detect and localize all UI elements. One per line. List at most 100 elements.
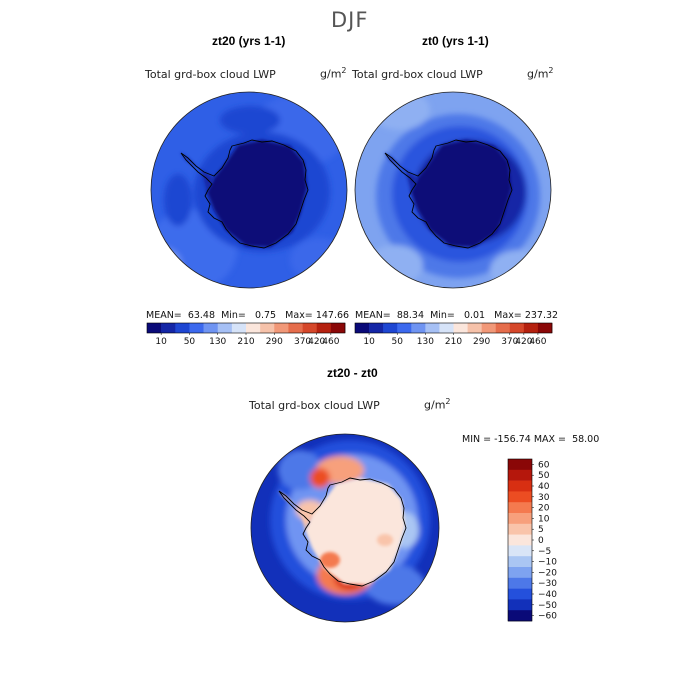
antarctica-fill-zt0 [411, 140, 511, 247]
colorbar-zt0-swatch-13 [537, 323, 553, 333]
colorbar-difference-tick-label-10: −20 [538, 568, 557, 578]
colorbar-difference-tick-label-9: −10 [538, 558, 557, 568]
colorbar-zt0-swatch-6 [439, 323, 454, 333]
colorbar-zt20-swatch-3 [189, 323, 204, 333]
colorbar-zt20-tick-label-7: 460 [322, 337, 339, 347]
colorbar-zt20-swatch-10 [288, 323, 303, 333]
colorbar-zt0-swatch-0 [355, 323, 370, 333]
panel-title-difference: zt20 - zt0 [327, 366, 378, 380]
map-zt0 [354, 91, 552, 289]
colorbar-difference-swatch-13 [508, 599, 532, 611]
peninsula-fill-zt0 [384, 152, 418, 192]
colorbar-zt20-swatch-4 [203, 323, 219, 333]
colorbar-zt20-swatch-9 [274, 323, 289, 333]
colorbar-difference-swatch-7 [508, 534, 532, 546]
map-zt20-border [150, 91, 348, 289]
colorbar-zt0-tick-label-2: 130 [417, 337, 434, 347]
colorbar-zt0-swatch-5 [425, 323, 440, 333]
colorbar-zt0-swatch-2 [383, 323, 398, 333]
colorbar-difference-tick-label-1: 50 [538, 471, 550, 481]
colorbar-zt20-swatch-7 [246, 323, 261, 333]
colorbar-difference-swatch-0 [508, 459, 532, 471]
colorbar-difference-swatch-2 [508, 480, 532, 492]
colorbar-zt20-swatch-13 [330, 323, 346, 333]
colorbar-difference-swatch-12 [508, 588, 532, 600]
colorbar-zt0-swatch-11 [509, 323, 525, 333]
antarctica-fill-zt20 [207, 140, 307, 247]
units-label-difference: g/m2 [424, 397, 451, 412]
variable-label-difference: Total grd-box cloud LWP [249, 399, 380, 412]
colorbar-zt0-swatch-12 [523, 323, 539, 333]
colorbar-difference-swatch-11 [508, 577, 532, 589]
colorbar-difference-swatch-3 [508, 491, 532, 503]
colorbar-difference-tick-label-0: 60 [538, 460, 550, 470]
colorbar-zt0-tick-label-3: 210 [445, 337, 462, 347]
colorbar-difference-tick-label-3: 30 [538, 493, 550, 503]
colorbar-zt20-tick-label-2: 130 [209, 337, 226, 347]
colorbar-zt0-tick-label-5: 370 [501, 337, 518, 347]
map-difference [250, 433, 440, 623]
colorbar-difference-swatch-4 [508, 502, 532, 514]
coastline-zt20 [180, 139, 309, 249]
map-zt20 [150, 91, 348, 289]
colorbar-difference-swatch-9 [508, 556, 532, 568]
colorbar-difference-tick-label-2: 40 [538, 482, 550, 492]
colorbar-zt20-tick-label-4: 290 [266, 337, 283, 347]
colorbar-difference-swatch-5 [508, 513, 532, 525]
units-label-zt20: g/m2 [320, 66, 347, 81]
colorbar-zt0-swatch-3 [397, 323, 412, 333]
colorbar-zt20-tick-label-6: 420 [308, 337, 325, 347]
variable-label-zt0: Total grd-box cloud LWP [352, 68, 483, 81]
colorbar-difference-tick-label-6: 5 [538, 525, 544, 535]
colorbar-zt0-swatch-9 [481, 323, 497, 333]
colorbar-difference-tick-label-14: −60 [538, 612, 557, 622]
coastline-difference [278, 477, 407, 587]
colorbar-zt0-swatch-1 [369, 323, 384, 333]
units-label-zt0: g/m2 [527, 66, 554, 81]
colorbar-zt20-tick-label-5: 370 [294, 337, 311, 347]
colorbar-zt0-swatch-8 [467, 323, 482, 333]
colorbar-zt20-tick-label-0: 10 [155, 337, 167, 347]
colorbar-difference-swatch-6 [508, 523, 532, 535]
colorbar-zt20-swatch-1 [161, 323, 176, 333]
colorbar-zt0-swatch-7 [453, 323, 468, 333]
colorbar-zt20-tick-label-3: 210 [237, 337, 254, 347]
colorbar-zt0-tick-label-0: 10 [363, 337, 375, 347]
peninsula-fill-zt20 [180, 152, 214, 192]
colorbar-difference-tick-label-7: 0 [538, 536, 544, 546]
peninsula-fill-difference [278, 490, 312, 530]
colorbar-zt20-swatch-8 [260, 323, 275, 333]
colorbar-difference-swatch-14 [508, 610, 532, 622]
colorbar-zt0-swatch-4 [411, 323, 426, 333]
map-zt0-border [354, 91, 552, 289]
colorbar-zt20-swatch-6 [231, 323, 247, 333]
variable-label-zt20: Total grd-box cloud LWP [145, 68, 276, 81]
colorbar-difference-tick-label-4: 20 [538, 504, 550, 514]
stats-zt20: MEAN= 63.48 Min= 0.75 Max= 147.66 [146, 310, 350, 321]
colorbar-zt0-tick-label-1: 50 [391, 337, 403, 347]
colorbar-difference-swatch-8 [508, 545, 532, 557]
colorbar-zt20-tick-label-1: 50 [184, 337, 196, 347]
panel-title-zt20: zt20 (yrs 1-1) [212, 34, 286, 48]
colorbar-zt20-swatch-5 [217, 323, 233, 333]
coastline-zt0 [384, 139, 513, 249]
colorbar-zt20-swatch-12 [316, 323, 332, 333]
colorbar-difference-tick-label-8: −5 [538, 547, 551, 557]
colorbar-difference-swatch-1 [508, 469, 532, 481]
map-difference-border [250, 433, 440, 623]
stats-zt0: MEAN= 88.34 Min= 0.01 Max= 237.32 [355, 310, 559, 321]
colorbar-difference-tick-label-13: −50 [538, 601, 557, 611]
stats-difference: MIN = -156.74 MAX = 58.00 [462, 434, 600, 445]
colorbar-zt20-swatch-0 [147, 323, 162, 333]
colorbar-difference-tick-label-5: 10 [538, 514, 550, 524]
colorbar-difference-tick-label-11: −30 [538, 579, 557, 589]
colorbar-zt0-tick-label-6: 420 [515, 337, 532, 347]
colorbar-difference-tick-label-12: −40 [538, 590, 557, 600]
colorbar-zt0-swatch-10 [495, 323, 511, 333]
colorbar-difference-swatch-10 [508, 567, 532, 579]
colorbar-zt0-tick-label-4: 290 [473, 337, 490, 347]
